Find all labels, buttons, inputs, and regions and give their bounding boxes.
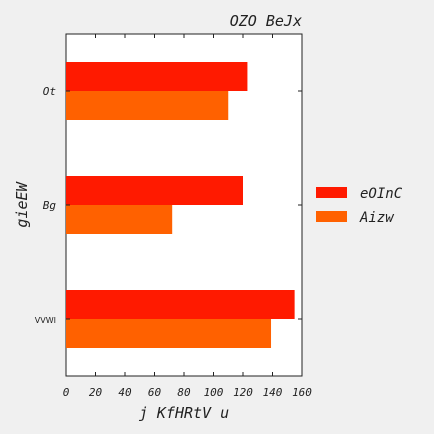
legend-swatch-eOInC xyxy=(316,187,347,198)
y-axis-label: gieEW xyxy=(13,180,31,227)
legend: eOInC Aizw xyxy=(316,186,403,226)
legend-swatch-Aizw xyxy=(316,211,347,222)
x-tick-label: 100 xyxy=(204,386,224,399)
y-tick-label: Bg xyxy=(43,199,57,212)
bar-Aizw-Ot xyxy=(66,91,229,120)
x-axis-label: j KfHRtV u xyxy=(139,404,229,422)
legend-label-eOInC: eOInC xyxy=(360,186,403,202)
x-tick-label: 80 xyxy=(177,386,191,399)
x-tick-label: 60 xyxy=(148,386,162,399)
x-tick-label: 0 xyxy=(63,386,70,399)
bar-eOInC-Bg xyxy=(66,176,243,205)
x-axis-ticks: 0 20 40 60 80 100 120 140 160 xyxy=(63,34,312,399)
chart-title: OZO BeJx xyxy=(230,12,302,30)
bar-Aizw-VVWI xyxy=(66,319,272,348)
x-tick-label: 120 xyxy=(233,386,253,399)
y-tick-label: VVWI xyxy=(35,316,56,325)
y-tick-label: Ot xyxy=(43,85,57,98)
x-tick-label: 140 xyxy=(263,386,283,399)
y-axis-ticks: VVWI Bg Ot xyxy=(35,85,302,325)
x-tick-label: 20 xyxy=(89,386,103,399)
bar-Aizw-Bg xyxy=(66,205,173,234)
legend-label-Aizw: Aizw xyxy=(359,210,394,226)
x-tick-label: 40 xyxy=(118,386,132,399)
bars-group xyxy=(66,62,295,348)
bar-eOInC-VVWI xyxy=(66,290,295,319)
x-tick-label: 160 xyxy=(292,386,312,399)
bar-eOInC-Ot xyxy=(66,62,248,91)
